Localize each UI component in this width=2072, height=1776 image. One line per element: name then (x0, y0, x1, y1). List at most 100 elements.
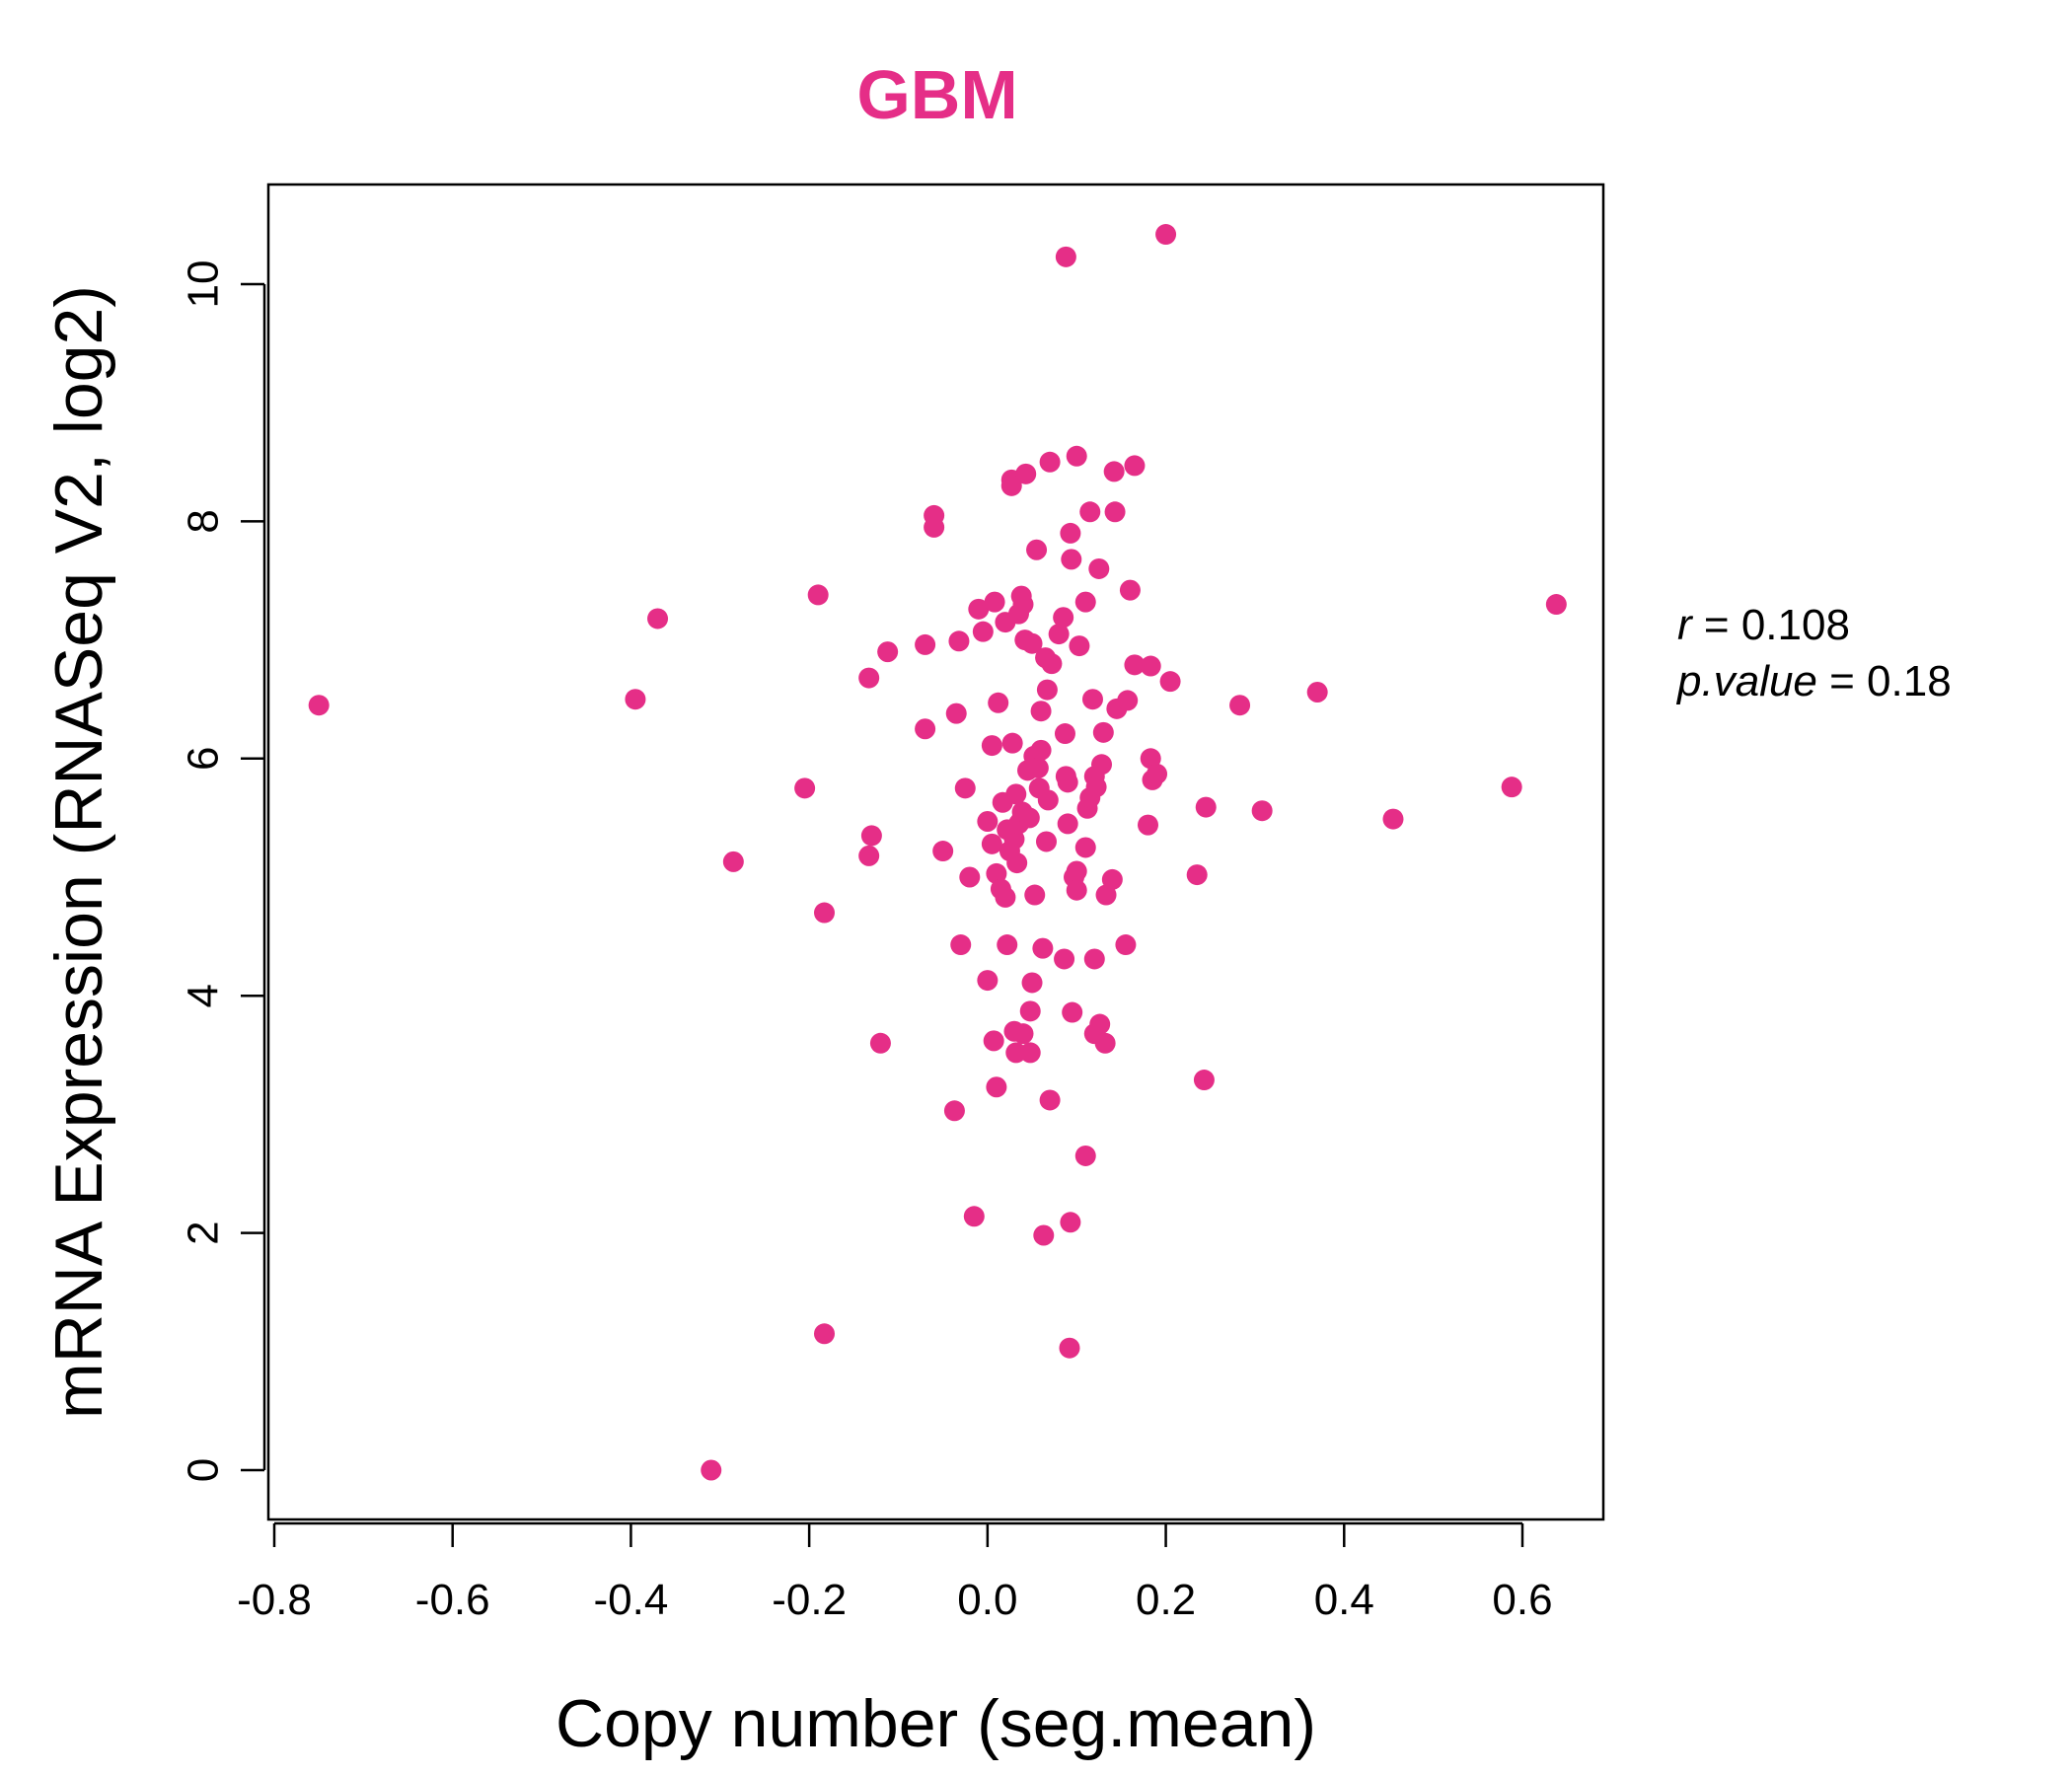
data-point (1069, 635, 1090, 657)
data-point (1094, 1032, 1116, 1054)
data-point (1036, 679, 1058, 701)
data-point (1193, 1070, 1215, 1091)
data-point (1124, 455, 1146, 477)
data-point (1005, 1042, 1027, 1064)
data-point (1030, 739, 1052, 761)
data-point (997, 934, 1018, 956)
data-point (972, 621, 994, 642)
data-point (1140, 655, 1161, 677)
data-point (858, 845, 880, 866)
data-point (1018, 807, 1040, 829)
r-label: r (1677, 601, 1694, 649)
data-point (722, 851, 744, 872)
data-point (1032, 937, 1054, 959)
data-point (995, 886, 1016, 908)
data-point (1091, 754, 1113, 776)
data-point (794, 777, 816, 799)
data-point (1138, 814, 1158, 836)
data-point (948, 630, 970, 652)
data-point (1085, 777, 1107, 798)
data-point (1000, 475, 1022, 496)
data-point (1101, 868, 1123, 890)
data-point (877, 641, 899, 663)
data-point (858, 667, 880, 689)
x-tick-label: -0.6 (415, 1576, 490, 1624)
data-point (915, 718, 936, 740)
data-point (1057, 772, 1078, 793)
data-point (1055, 246, 1076, 267)
data-point (1021, 972, 1043, 994)
y-axis: 0 2 4 6 8 10 (180, 260, 266, 1482)
y-tick-label: 2 (180, 1221, 228, 1244)
x-axis: -0.8 -0.6 -0.4 -0.2 0.0 0.2 0.4 0.6 (237, 1521, 1553, 1624)
data-point (1147, 763, 1168, 784)
y-axis-label: mRNA Expression (RNASeq V2, log2) (41, 285, 116, 1419)
data-point (963, 1206, 985, 1227)
data-point (1229, 695, 1251, 716)
data-point (1054, 948, 1075, 970)
x-axis-label: Copy number (seg.mean) (555, 1686, 1316, 1761)
data-point (1115, 934, 1137, 956)
data-point (1545, 594, 1567, 616)
correlation-stat: r = 0.108 (1677, 601, 1850, 649)
y-tick-label: 0 (180, 1458, 228, 1482)
x-tick-label: -0.2 (772, 1576, 847, 1624)
chart-title: GBM (856, 56, 1017, 133)
x-tick-label: 0.6 (1492, 1576, 1552, 1624)
data-point (1074, 591, 1096, 613)
data-point (1012, 594, 1034, 616)
data-point (1382, 808, 1404, 830)
data-point (869, 1032, 891, 1054)
data-point (647, 608, 669, 629)
data-point (1501, 777, 1522, 798)
data-point (1066, 879, 1087, 901)
data-point (1251, 800, 1273, 822)
y-tick-label: 6 (180, 747, 228, 771)
data-point (1005, 783, 1027, 805)
data-point (1074, 1145, 1096, 1166)
plot-frame (266, 183, 1605, 1521)
data-point (1019, 1000, 1041, 1022)
data-point (983, 1030, 1004, 1052)
data-point (1006, 852, 1028, 874)
data-point (1048, 624, 1070, 645)
r-value: 0.108 (1741, 601, 1850, 649)
data-point (814, 1323, 836, 1345)
data-point (1117, 690, 1139, 711)
p-value-stat: p.value = 0.18 (1675, 657, 1952, 705)
data-point (924, 516, 945, 538)
data-point (1054, 723, 1075, 745)
data-point (1037, 789, 1059, 811)
data-point (981, 735, 1002, 757)
data-point (1074, 837, 1096, 858)
data-point (984, 591, 1005, 613)
data-point (1079, 501, 1101, 523)
data-point (1306, 681, 1328, 703)
data-point (1012, 1023, 1034, 1045)
p-label: p.value (1675, 657, 1817, 705)
data-point (1015, 463, 1037, 484)
data-point (1026, 539, 1048, 560)
data-point (1195, 796, 1217, 818)
data-point (988, 692, 1009, 713)
data-point (1186, 864, 1208, 886)
data-point (1024, 884, 1046, 906)
data-point (1083, 948, 1105, 970)
x-tick-label: -0.4 (594, 1576, 669, 1624)
data-point (1062, 1001, 1083, 1023)
data-point (1057, 813, 1078, 835)
data-point (1027, 757, 1049, 778)
data-point (1092, 721, 1114, 743)
data-point (1081, 689, 1103, 710)
y-tick-label: 8 (180, 509, 228, 533)
data-points (308, 224, 1567, 1481)
x-tick-label: 0.2 (1136, 1576, 1196, 1624)
data-point (814, 902, 836, 924)
data-point (950, 934, 972, 956)
data-point (1033, 1224, 1055, 1246)
data-point (1019, 1042, 1041, 1064)
data-point (1039, 1089, 1061, 1111)
data-point (1053, 607, 1074, 629)
data-point (1119, 579, 1141, 601)
